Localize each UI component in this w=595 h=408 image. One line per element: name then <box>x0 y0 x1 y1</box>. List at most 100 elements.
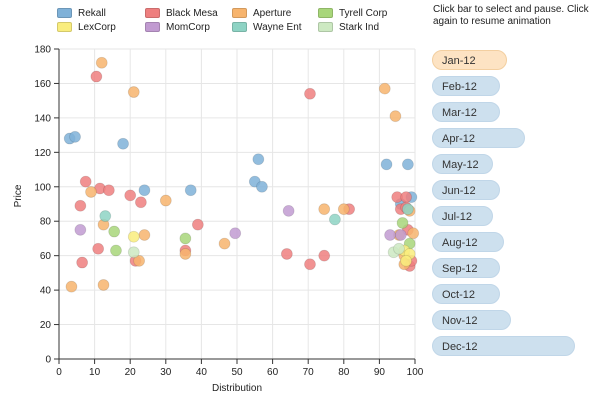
data-point <box>179 248 192 260</box>
scatter-chart: 0 10 20 30 40 50 60 70 80 90 100 0 20 40 60 80 100 120 140… <box>13 45 424 395</box>
axes: 0 10 20 30 40 50 60 70 80 90 100 0 20 40 60 80 100 120 140… <box>34 45 423 379</box>
legend-item: Wayne Ent <box>232 20 302 34</box>
legend-swatch <box>318 22 333 32</box>
month-bar-jul-12[interactable]: Jul-12 <box>432 206 493 226</box>
y-tick-label: 160 <box>34 79 51 90</box>
legend-swatch <box>57 8 72 18</box>
month-bar-nov-12[interactable]: Nov-12 <box>432 310 511 330</box>
legend-label: Rekall <box>78 7 106 19</box>
y-tick-label: 20 <box>40 320 52 331</box>
data-point <box>400 254 413 267</box>
month-bar-apr-12[interactable]: Apr-12 <box>432 128 525 148</box>
data-point <box>256 180 268 193</box>
data-point <box>401 203 414 216</box>
month-bar-may-12[interactable]: May-12 <box>432 154 493 174</box>
data-point <box>407 227 420 240</box>
data-point <box>218 237 231 250</box>
month-bar-feb-12[interactable]: Feb-12 <box>432 76 500 96</box>
data-point <box>337 203 350 216</box>
legend-item: Tyrell Corp <box>318 6 387 20</box>
data-point <box>134 196 147 209</box>
data-point <box>328 213 341 226</box>
data-point <box>318 203 331 216</box>
legend-item: Aperture <box>232 6 291 20</box>
data-point <box>74 223 87 236</box>
data-point <box>400 191 413 204</box>
data-point <box>252 153 265 166</box>
month-bar-oct-12[interactable]: Oct-12 <box>432 284 500 304</box>
legend-swatch <box>318 8 333 18</box>
month-bar-jan-12[interactable]: Jan-12 <box>432 50 507 70</box>
data-point <box>380 158 393 171</box>
month-bar-dec-12[interactable]: Dec-12 <box>432 336 575 356</box>
data-point <box>396 217 409 229</box>
data-points <box>63 56 420 293</box>
legend-item: MomCorp <box>145 20 210 34</box>
legend-item: LexCorp <box>57 20 116 34</box>
legend-swatch <box>57 22 72 32</box>
data-point <box>159 194 172 207</box>
x-tick-label: 40 <box>196 367 208 378</box>
month-bar-aug-12[interactable]: Aug-12 <box>432 232 504 252</box>
data-point <box>102 184 115 197</box>
data-point <box>191 218 204 231</box>
data-point <box>229 227 242 240</box>
y-tick-label: 120 <box>34 148 51 159</box>
x-tick-label: 70 <box>303 367 315 378</box>
data-point <box>117 137 129 150</box>
data-point <box>393 242 405 255</box>
data-point <box>378 82 391 95</box>
legend-item: Black Mesa <box>145 6 218 20</box>
data-point <box>74 199 87 212</box>
data-point <box>394 229 407 241</box>
legend-item: Rekall <box>57 6 106 20</box>
legend-label: Aperture <box>253 7 292 19</box>
x-tick-label: 0 <box>56 367 62 378</box>
x-tick-label: 20 <box>125 367 137 378</box>
x-tick-label: 100 <box>407 367 424 378</box>
legend-swatch <box>145 22 160 32</box>
data-point <box>127 246 140 259</box>
data-point <box>138 229 151 241</box>
x-tick-label: 60 <box>267 367 279 378</box>
data-point <box>65 280 78 293</box>
data-point <box>127 86 140 98</box>
grid-lines <box>58 48 416 360</box>
data-point <box>110 244 122 257</box>
legend-item: Stark Ind <box>318 20 379 34</box>
y-tick-label: 140 <box>34 113 51 124</box>
x-tick-label: 10 <box>89 367 101 378</box>
data-point <box>304 87 316 100</box>
legend-label: Stark Ind <box>339 21 380 33</box>
x-tick-label: 30 <box>160 367 172 378</box>
x-tick-label: 50 <box>231 367 243 378</box>
legend-swatch <box>145 8 160 18</box>
data-point <box>69 130 81 143</box>
legend-label: Wayne Ent <box>253 21 302 33</box>
data-point <box>108 225 121 238</box>
data-point <box>133 254 146 267</box>
data-point <box>97 279 110 291</box>
data-point <box>90 70 103 83</box>
legend-label: Black Mesa <box>166 7 218 19</box>
y-axis-label: Price <box>13 184 24 207</box>
month-bar-jun-12[interactable]: Jun-12 <box>432 180 500 200</box>
instructions-text: Click bar to select and pause. Click aga… <box>433 4 589 27</box>
x-axis-label: Distribution <box>212 383 262 394</box>
month-bar-sep-12[interactable]: Sep-12 <box>432 258 500 278</box>
data-point <box>304 258 316 271</box>
legend-swatch <box>232 8 247 18</box>
data-point <box>318 249 331 262</box>
y-tick-label: 0 <box>45 355 51 366</box>
data-point <box>95 56 108 69</box>
data-point <box>389 110 402 123</box>
x-tick-label: 90 <box>374 367 386 378</box>
month-bar-mar-12[interactable]: Mar-12 <box>432 102 500 122</box>
data-point <box>92 242 105 255</box>
y-tick-label: 100 <box>34 182 51 193</box>
y-tick-label: 180 <box>34 45 51 56</box>
x-tick-label: 80 <box>338 367 350 378</box>
data-point <box>138 184 151 197</box>
data-point <box>401 158 414 171</box>
y-tick-label: 80 <box>40 217 52 228</box>
